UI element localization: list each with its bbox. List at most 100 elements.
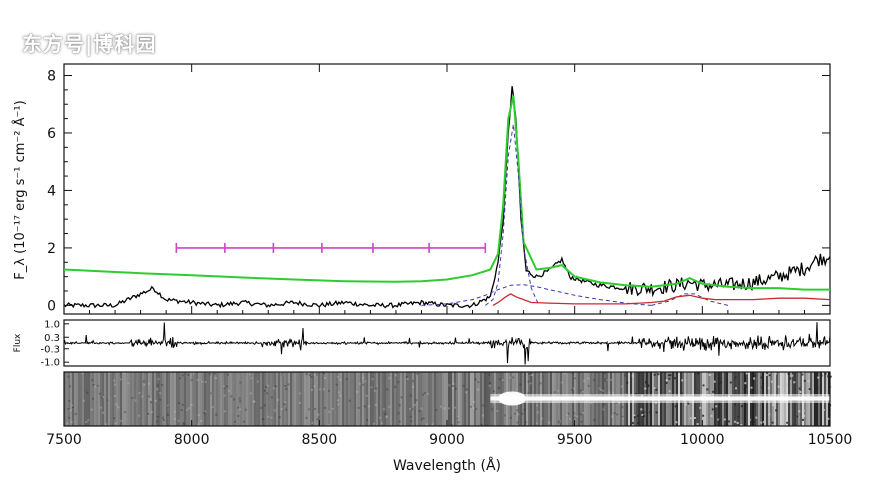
two-d-column (216, 372, 218, 426)
two-d-speck (409, 394, 412, 397)
two-d-speck (451, 387, 454, 389)
two-d-speck (557, 421, 560, 424)
two-d-speck (548, 421, 551, 424)
two-d-speck (740, 405, 743, 408)
residual-series (63, 322, 831, 365)
two-d-column (126, 372, 128, 426)
two-d-speck (371, 378, 374, 381)
two-d-speck (475, 407, 478, 410)
two-d-speck (573, 416, 576, 419)
two-d-speck (275, 385, 277, 388)
two-d-column (418, 372, 420, 426)
two-d-column (304, 372, 306, 426)
two-d-column (306, 372, 308, 426)
two-d-speck (457, 421, 460, 424)
two-d-speck (745, 385, 747, 388)
two-d-speck (284, 385, 287, 387)
two-d-speck (138, 392, 141, 395)
two-d-speck (102, 396, 104, 399)
two-d-column (72, 372, 74, 426)
two-d-speck (398, 420, 401, 423)
two-d-column (468, 372, 470, 426)
two-d-speck (311, 389, 313, 392)
two-d-speck (431, 423, 434, 426)
two-d-speck (675, 421, 678, 424)
two-d-speck (327, 423, 330, 426)
two-d-speck (316, 418, 319, 421)
spectrum-series-1 (63, 95, 830, 291)
two-d-speck (98, 392, 101, 395)
two-d-column (248, 372, 250, 426)
two-d-column (64, 372, 66, 426)
two-d-column (436, 372, 438, 426)
two-d-speck (820, 374, 823, 377)
two-d-speck (277, 398, 279, 401)
two-d-speck (573, 377, 576, 380)
two-d-speck (223, 394, 226, 397)
two-d-speck (178, 402, 181, 405)
spectrum-ytick-label: 2 (47, 241, 56, 257)
two-d-column (340, 372, 342, 426)
two-d-column (454, 372, 456, 426)
two-d-column (96, 372, 98, 426)
two-d-column (474, 372, 476, 426)
two-d-column (408, 372, 410, 426)
two-d-speck (647, 384, 650, 387)
two-d-speck (113, 394, 116, 397)
two-d-speck (173, 418, 176, 421)
two-d-speck (244, 408, 247, 411)
two-d-column (78, 372, 80, 426)
two-d-speck (85, 421, 88, 423)
two-d-speck (536, 404, 538, 407)
two-d-speck (213, 372, 216, 375)
two-d-speck (631, 422, 634, 425)
two-d-column (318, 372, 320, 426)
two-d-speck (94, 385, 97, 388)
two-d-speck (604, 372, 606, 375)
two-d-column (402, 372, 404, 426)
two-d-speck (308, 408, 311, 411)
two-d-column (124, 372, 126, 426)
two-d-speck (509, 376, 512, 379)
two-d-speck (524, 421, 527, 424)
two-d-column (354, 372, 356, 426)
two-d-column (482, 372, 484, 426)
two-d-speck (90, 408, 93, 411)
two-d-column (120, 372, 122, 426)
two-d-speck (583, 379, 586, 382)
two-d-speck (768, 413, 771, 416)
two-d-speck (422, 417, 425, 420)
two-d-column (152, 372, 154, 426)
two-d-column (150, 372, 152, 426)
two-d-speck (665, 382, 668, 384)
two-d-speck (791, 374, 794, 377)
two-d-speck (799, 391, 802, 393)
two-d-speck (573, 412, 576, 415)
two-d-speck (587, 377, 590, 380)
two-d-column (182, 372, 184, 426)
two-d-speck (310, 376, 313, 378)
xtick-label: 10500 (808, 432, 853, 448)
two-d-speck (373, 389, 376, 392)
two-d-speck (260, 406, 263, 409)
two-d-speck (753, 377, 756, 380)
two-d-speck (802, 418, 804, 421)
two-d-column (268, 372, 270, 426)
two-d-speck (285, 408, 288, 411)
two-d-speck (752, 421, 755, 423)
two-d-column (180, 372, 182, 426)
two-d-speck (385, 415, 388, 418)
two-d-column (66, 372, 68, 426)
two-d-column (398, 372, 400, 426)
two-d-speck (364, 405, 366, 408)
two-d-column (74, 372, 76, 426)
two-d-speck (633, 416, 636, 419)
two-d-column (86, 372, 88, 426)
two-d-column (404, 372, 406, 426)
two-d-column (484, 372, 486, 426)
two-d-speck (782, 379, 785, 382)
two-d-speck (96, 384, 99, 387)
two-d-speck (124, 411, 127, 414)
two-d-column (272, 372, 274, 426)
two-d-speck (223, 410, 226, 413)
